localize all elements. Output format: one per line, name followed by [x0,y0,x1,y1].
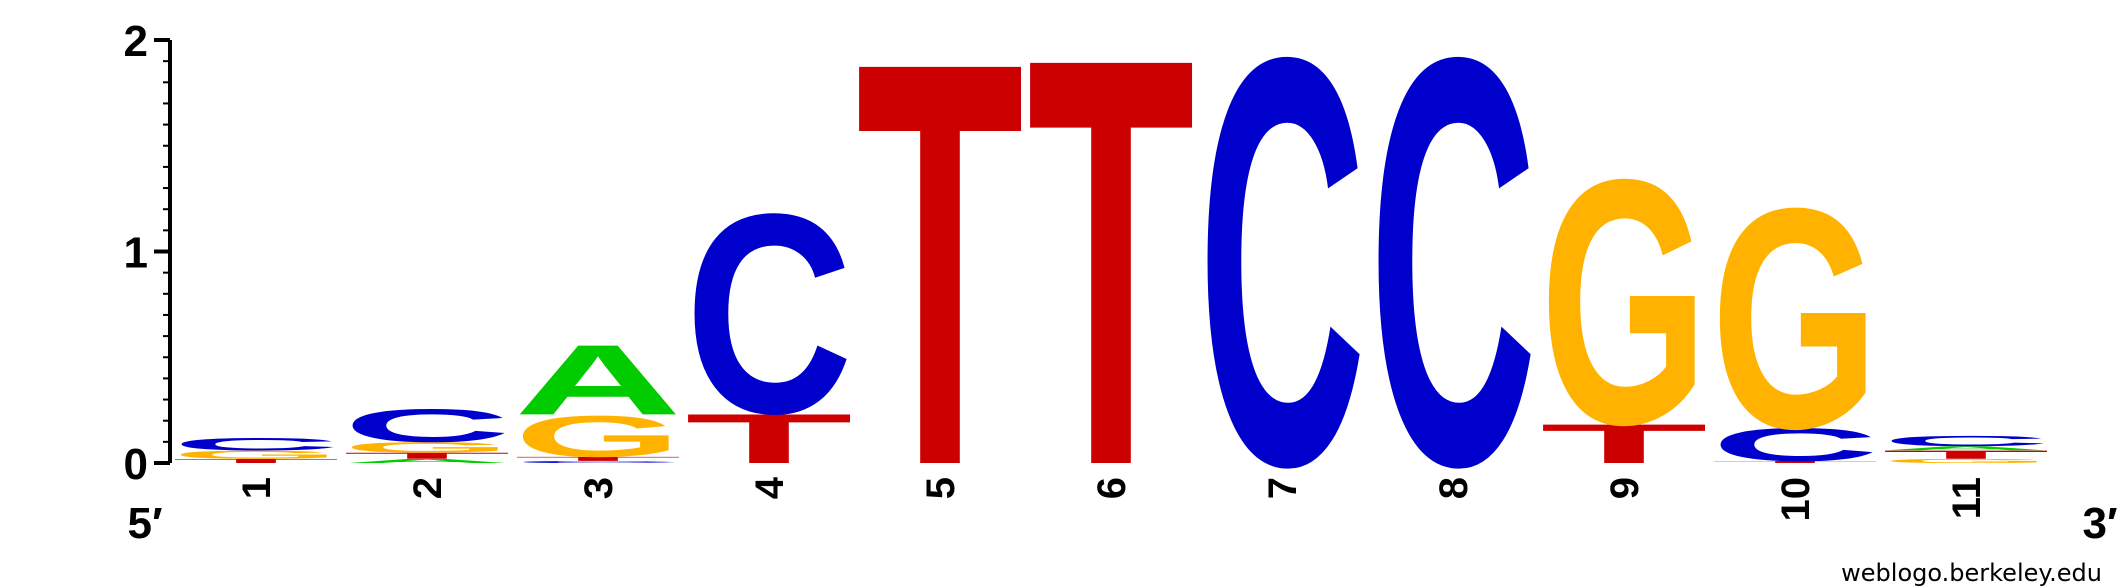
logo-letter-c: C [343,399,511,452]
position-label: 8 [1432,477,1476,499]
position-label: 2 [406,477,450,499]
logo-letter-t: T [1711,460,1879,463]
logo-letter-t: T [1540,413,1708,475]
position-label: 9 [1603,477,1647,499]
logo-letter-t: T [1027,0,1195,587]
logo-letter-c: C [1711,418,1879,471]
position-label: 5 [919,477,963,499]
position-label: 7 [1261,477,1305,499]
logo-letter-c: C [1198,0,1366,586]
three-prime-label: 3′ [2082,499,2117,548]
position-label: 10 [1774,477,1818,522]
logo-letter-t: T [172,458,340,465]
y-tick-label: 0 [124,440,148,489]
y-tick-label: 2 [124,17,148,66]
position-label: 3 [577,477,621,499]
five-prime-label: 5′ [127,499,162,548]
position-label: 6 [1090,477,1134,499]
position-labels: 1 2 3 4 5 6 7 8 9 10 11 [235,476,1989,521]
logo-letter-t: T [685,399,853,478]
logo-letter-c: C [685,156,853,474]
position-label: 11 [1945,477,1989,519]
logo-letter-a: A [343,458,511,465]
logo-letter-t: T [856,0,1024,586]
logo-letter-c: C [1882,433,2050,449]
logo-letter-g: G [172,448,340,461]
logo-letter-g: G [1540,106,1708,497]
logo-letter-c: C [514,460,682,463]
logo-letter-g: G [1711,144,1879,495]
logo-letter-g: G [343,439,511,455]
logo-letter-t: T [514,456,682,463]
logo-letter-g: G [514,404,682,470]
weblogo-credit: weblogo.berkeley.edu [1841,559,2102,587]
logo-letter-t: T [343,451,511,461]
y-axis: 0 1 2 [124,17,172,489]
logo-letter-g: G [1882,458,2050,465]
logo-letter-c: C [1369,0,1537,586]
logo-letter-a: A [1882,445,2050,452]
logo-letter-a: A [514,324,682,436]
y-tick-label: 1 [124,229,148,278]
position-label: 1 [235,477,279,499]
position-label: 4 [748,476,792,499]
logo-letter-c: C [172,434,340,454]
logo-letter-t: T [1882,448,2050,461]
